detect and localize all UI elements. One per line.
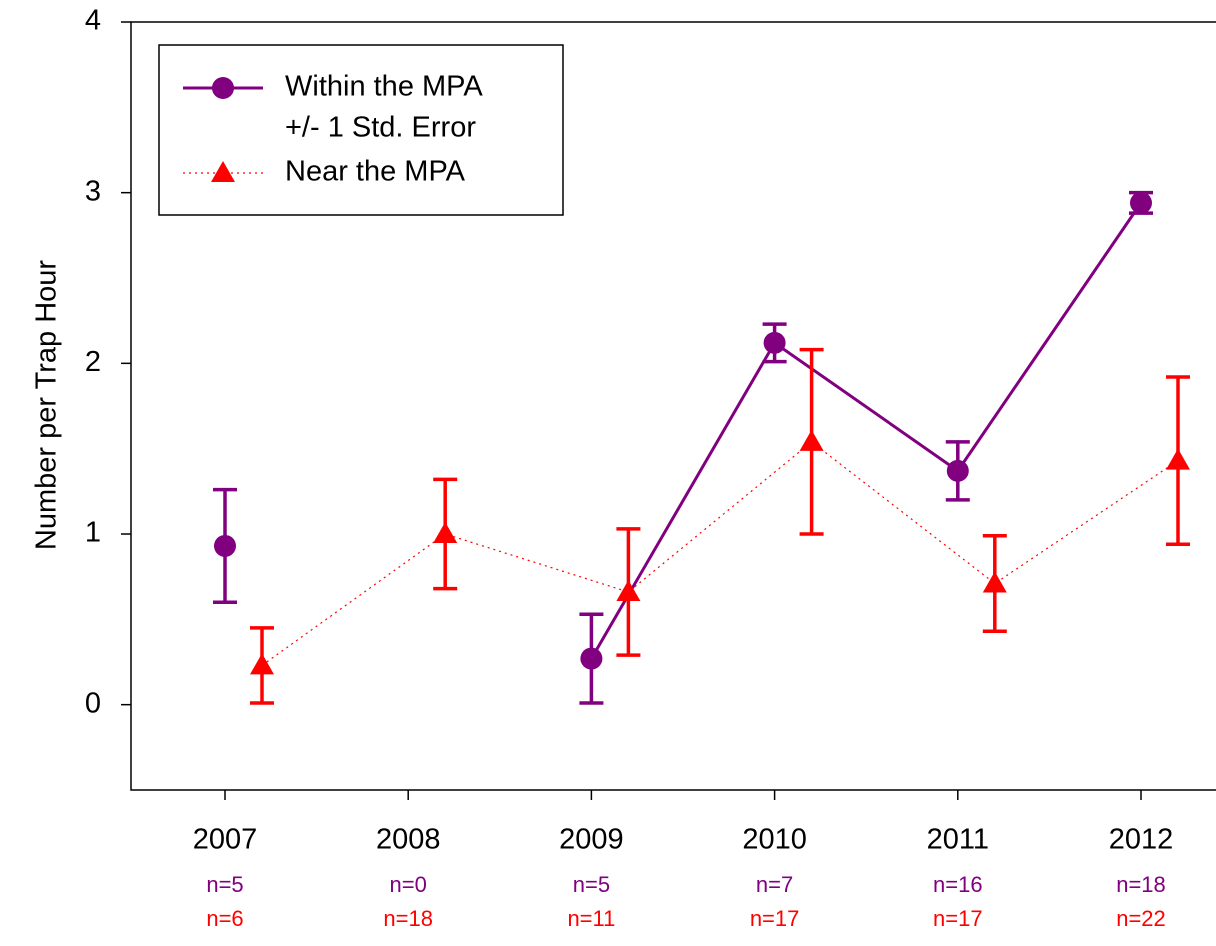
x-tick-label: 2008: [376, 824, 441, 856]
legend-label: Near the MPA: [285, 156, 466, 188]
y-tick-label: 2: [85, 346, 101, 378]
marker: [214, 534, 236, 557]
plot-frame: [130, 21, 1216, 791]
series-line: [261, 441, 1179, 666]
legend-marker: [211, 161, 235, 182]
legend-label: Within the MPA: [285, 71, 483, 103]
marker: [1130, 191, 1152, 214]
marker: [616, 580, 641, 602]
legend-note: +/- 1 Std. Error: [285, 112, 476, 144]
y-tick-label: 0: [85, 687, 101, 719]
sample-size-label: n=11: [567, 906, 615, 931]
sample-size-label: n=22: [1116, 906, 1166, 931]
x-tick-label: 2009: [559, 824, 624, 856]
sample-size-label: n=17: [750, 906, 800, 931]
sample-size-label: n=18: [383, 906, 433, 931]
marker: [250, 653, 274, 675]
series-line: [590, 202, 1143, 660]
marker: [799, 429, 824, 451]
sample-size-label: n=5: [206, 872, 243, 897]
y-axis-label: Number per Trap Hour: [31, 260, 63, 550]
marker: [946, 459, 969, 482]
sample-size-label: n=0: [390, 872, 427, 897]
y-tick-label: 3: [85, 175, 101, 207]
sample-size-label: n=17: [933, 906, 983, 931]
marker: [763, 331, 786, 354]
sample-size-label: n=7: [756, 872, 793, 897]
x-tick-label: 2010: [742, 824, 807, 856]
sample-size-label: n=16: [933, 872, 983, 897]
x-tick-label: 2012: [1109, 824, 1174, 856]
marker: [1166, 448, 1190, 470]
legend-box: [158, 44, 564, 216]
legend-marker: [212, 77, 234, 99]
marker: [580, 647, 603, 670]
y-tick-label: 4: [85, 5, 101, 37]
sample-size-label: n=6: [206, 906, 243, 931]
marker: [982, 571, 1007, 593]
x-tick-label: 2007: [193, 824, 258, 856]
sample-size-label: n=18: [1116, 872, 1166, 897]
sample-size-label: n=5: [573, 872, 610, 897]
x-tick-label: 2011: [927, 824, 989, 856]
y-tick-label: 1: [85, 517, 101, 549]
marker: [433, 522, 458, 543]
